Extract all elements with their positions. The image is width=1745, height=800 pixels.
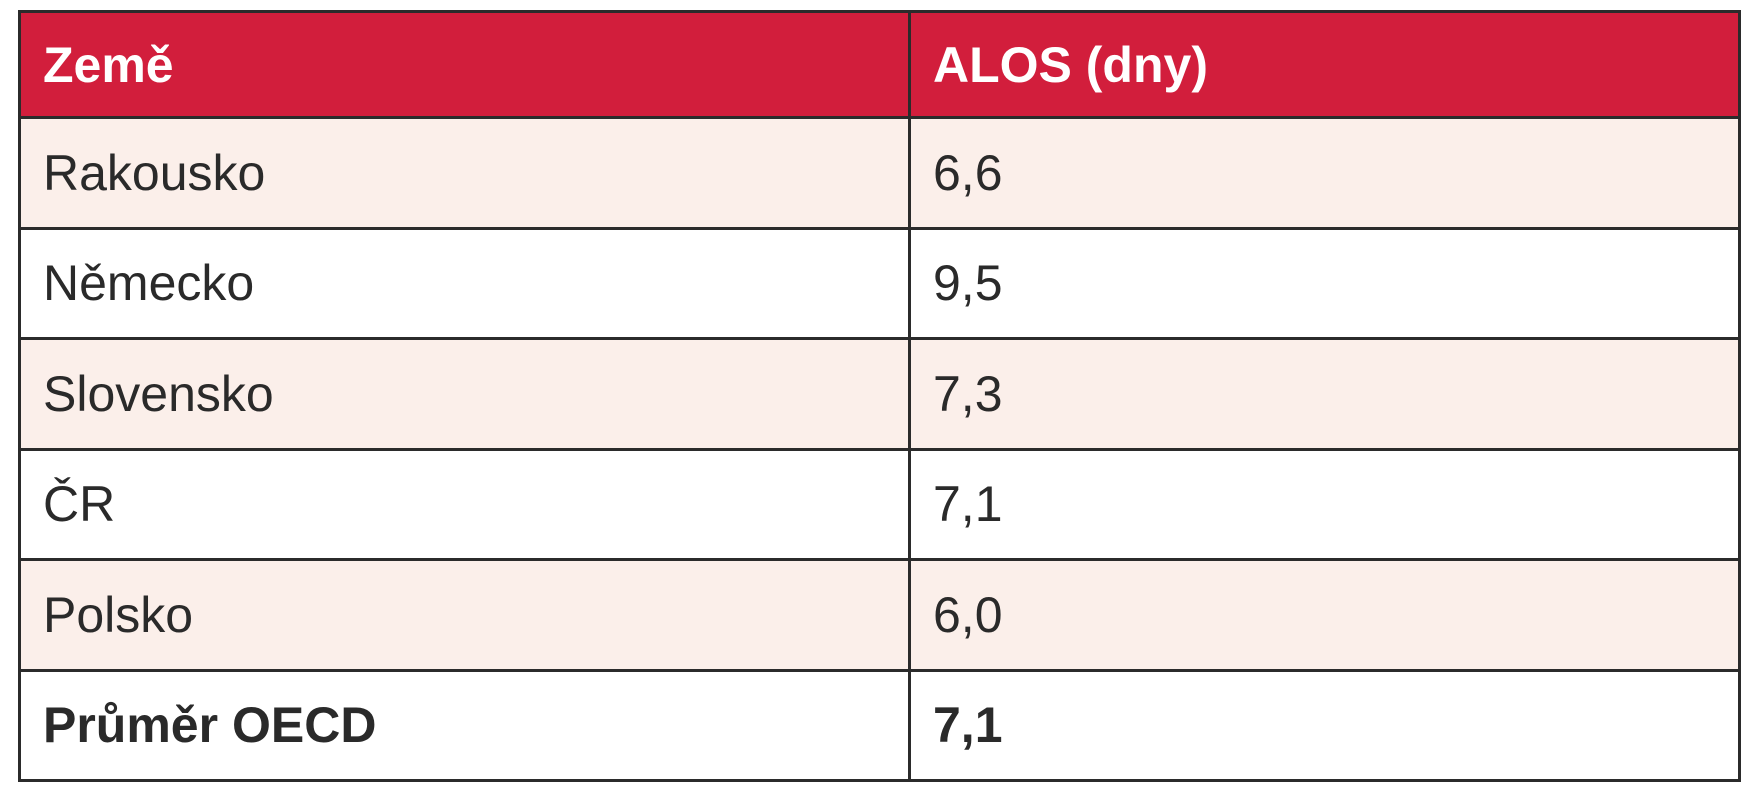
alos-cell: 6,0 [908,558,1741,672]
alos-cell: 7,3 [908,337,1741,451]
country-cell: Průměr OECD [18,668,911,782]
alos-table: Země ALOS (dny) Rakousko 6,6 Německo 9,5… [18,10,1741,782]
alos-table-container: Země ALOS (dny) Rakousko 6,6 Německo 9,5… [18,10,1741,782]
country-cell: Německo [18,226,911,340]
country-cell: Slovensko [18,337,911,451]
table-header-row: Země ALOS (dny) [18,10,1741,119]
column-header-alos: ALOS (dny) [908,10,1741,119]
table-row: ČR 7,1 [18,447,1741,561]
table-row: Rakousko 6,6 [18,116,1741,230]
country-cell: ČR [18,447,911,561]
table-row: Německo 9,5 [18,226,1741,340]
column-header-country: Země [18,10,911,119]
alos-cell: 7,1 [908,447,1741,561]
table-row: Slovensko 7,3 [18,337,1741,451]
alos-cell: 6,6 [908,116,1741,230]
alos-cell: 7,1 [908,668,1741,782]
table-row-average: Průměr OECD 7,1 [18,668,1741,782]
table-row: Polsko 6,0 [18,558,1741,672]
country-cell: Rakousko [18,116,911,230]
country-cell: Polsko [18,558,911,672]
alos-cell: 9,5 [908,226,1741,340]
